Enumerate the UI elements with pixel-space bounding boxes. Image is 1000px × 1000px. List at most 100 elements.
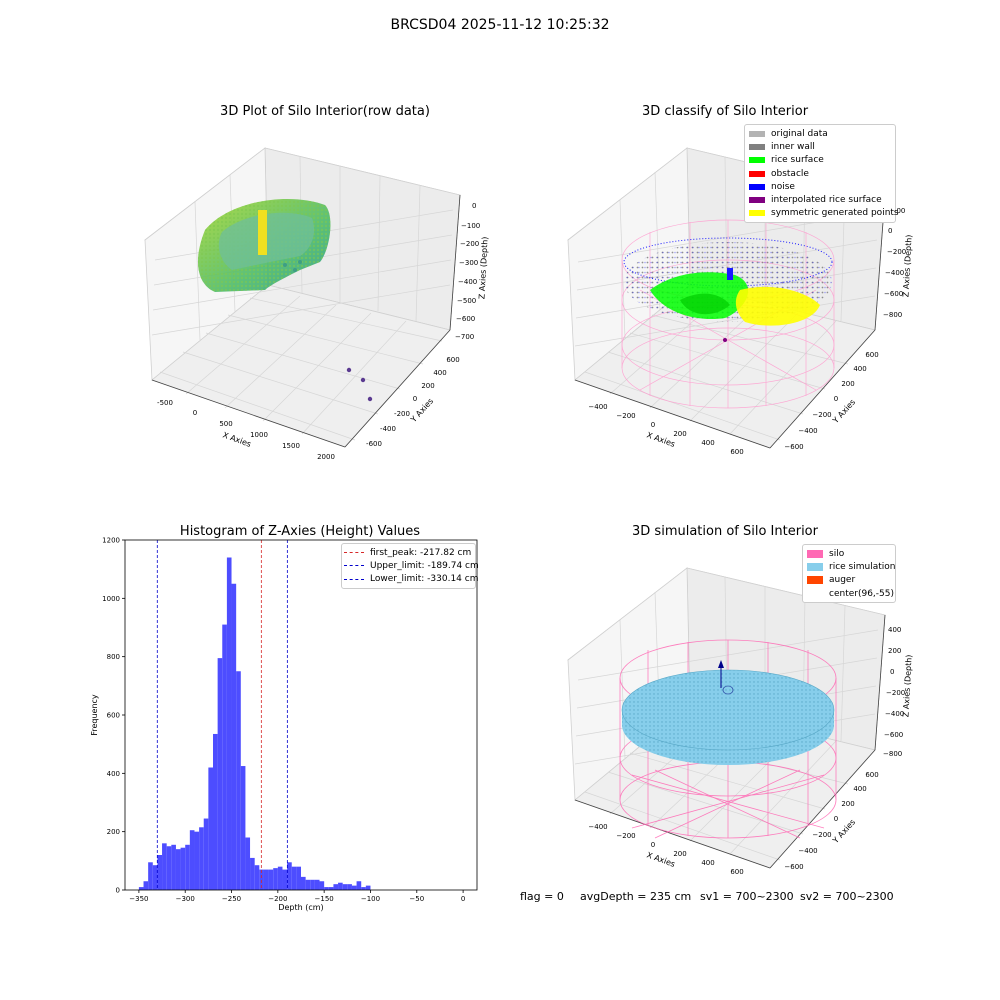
histogram-xtick-label: −300 (176, 895, 195, 903)
sim-ztick: −200 (886, 689, 905, 697)
legend-swatch (807, 590, 823, 598)
histogram-bar (342, 884, 348, 890)
histogram-xtick-label: 0 (461, 895, 465, 903)
legend-item-rice-surface: rice surface (745, 154, 895, 167)
raw-ztick: −500 (457, 297, 476, 305)
histogram-bar (277, 866, 283, 890)
classify-ztick: −400 (885, 269, 904, 277)
histogram-bar (157, 855, 163, 890)
histogram-bar (296, 866, 301, 890)
histogram-bar (351, 885, 357, 890)
histogram-bar (310, 879, 315, 890)
footer-sv1: sv1 = 700~2300 (700, 890, 794, 903)
raw-ytick: -200 (394, 410, 410, 418)
histogram-bar (333, 884, 339, 890)
legend-label: Upper_limit: -189.74 cm (370, 560, 479, 571)
raw-xtick: 1000 (250, 431, 268, 439)
histogram-bar (282, 869, 288, 890)
histogram-bar (356, 881, 362, 890)
legend-swatch (807, 562, 823, 571)
classify-ztick: −600 (884, 290, 903, 298)
histogram-ytick-label: 400 (107, 770, 120, 778)
classify-xtick: 200 (673, 430, 686, 438)
histogram-bar (148, 862, 153, 890)
simulation-plot-title: 3D simulation of Silo Interior (632, 524, 818, 539)
sim-xtick: −200 (616, 832, 635, 840)
histogram-bar (245, 837, 251, 890)
classify-ytick: 600 (865, 351, 878, 359)
sim-xtick: 400 (701, 859, 714, 867)
histogram-bar (208, 767, 213, 890)
histogram-xlabel: Depth (cm) (278, 903, 323, 912)
histogram-bar (171, 844, 176, 890)
classify-ytick: 200 (841, 380, 854, 388)
sim-ztick: 400 (888, 626, 901, 634)
classify-legend: original data inner wall rice surface ob… (744, 124, 899, 224)
legend-label: symmetric generated points (771, 208, 899, 219)
sim-ztick: −600 (884, 731, 903, 739)
histogram-bar (361, 887, 366, 890)
raw-ytick: -400 (380, 425, 396, 433)
histogram-bar (314, 879, 320, 890)
histogram-xtick-label: −100 (361, 895, 380, 903)
legend-item-obstacle: obstacle (745, 167, 895, 180)
sim-ztick: −400 (885, 710, 904, 718)
legend-line (344, 565, 364, 567)
legend-item-interpolated: interpolated rice surface (745, 193, 895, 206)
histogram-bar (254, 865, 260, 890)
histogram-ylabel: Frequency (90, 694, 99, 736)
raw-ztick: −200 (460, 240, 479, 248)
sim-ytick: 600 (865, 771, 878, 779)
histogram-bar (305, 879, 311, 890)
sim-ytick: 200 (841, 800, 854, 808)
raw-xtick: -500 (157, 399, 173, 407)
legend-swatch (749, 130, 765, 137)
figure-title: BRCSD04 2025-11-12 10:25:32 (390, 17, 610, 33)
classify-ztick: −200 (887, 248, 906, 256)
sim-ztick: 0 (890, 668, 894, 676)
histogram-bar (324, 887, 329, 890)
histogram-bar (189, 830, 195, 890)
histogram-bar (250, 857, 255, 890)
legend-swatch (807, 549, 823, 558)
sim-ytick: 400 (853, 785, 866, 793)
histogram-bar (180, 847, 186, 890)
legend-line (344, 578, 364, 580)
raw-xtick: 500 (219, 420, 232, 428)
classify-ytick: 0 (834, 395, 838, 403)
sim-xtick: 0 (651, 841, 655, 849)
histogram-bar (259, 869, 264, 890)
legend-swatch (807, 576, 823, 585)
legend-item-auger: auger (803, 574, 895, 587)
legend-label: inner wall (771, 141, 815, 152)
histogram-ytick-label: 1000 (102, 595, 120, 603)
histogram-xtick-label: −350 (129, 895, 148, 903)
legend-swatch (749, 197, 765, 204)
legend-swatch (749, 157, 765, 164)
classify-ztick: 0 (888, 227, 892, 235)
histogram-xtick-label: −250 (222, 895, 241, 903)
raw-ztick: −600 (456, 315, 475, 323)
legend-label: rice simulation (829, 561, 896, 572)
raw-ztick: −300 (459, 259, 478, 267)
legend-label: interpolated rice surface (771, 195, 882, 206)
legend-swatch (749, 170, 765, 177)
histogram-bar (199, 827, 204, 890)
histogram-bar (217, 658, 223, 890)
raw-xtick: 2000 (317, 453, 335, 461)
classify-plot-title: 3D classify of Silo Interior (641, 104, 809, 119)
histogram-bar (185, 844, 190, 890)
classify-xtick: 400 (701, 439, 714, 447)
raw-ztick: −100 (461, 222, 480, 230)
sim-ztick: −800 (883, 750, 902, 758)
classify-ytick: 400 (853, 365, 866, 373)
sim-ytick: −600 (784, 863, 803, 871)
classify-ytick: −200 (812, 411, 831, 419)
histogram-bar (138, 887, 144, 890)
histogram-bar (268, 869, 274, 890)
histogram-bar (365, 885, 371, 890)
histogram-bar (273, 868, 278, 890)
